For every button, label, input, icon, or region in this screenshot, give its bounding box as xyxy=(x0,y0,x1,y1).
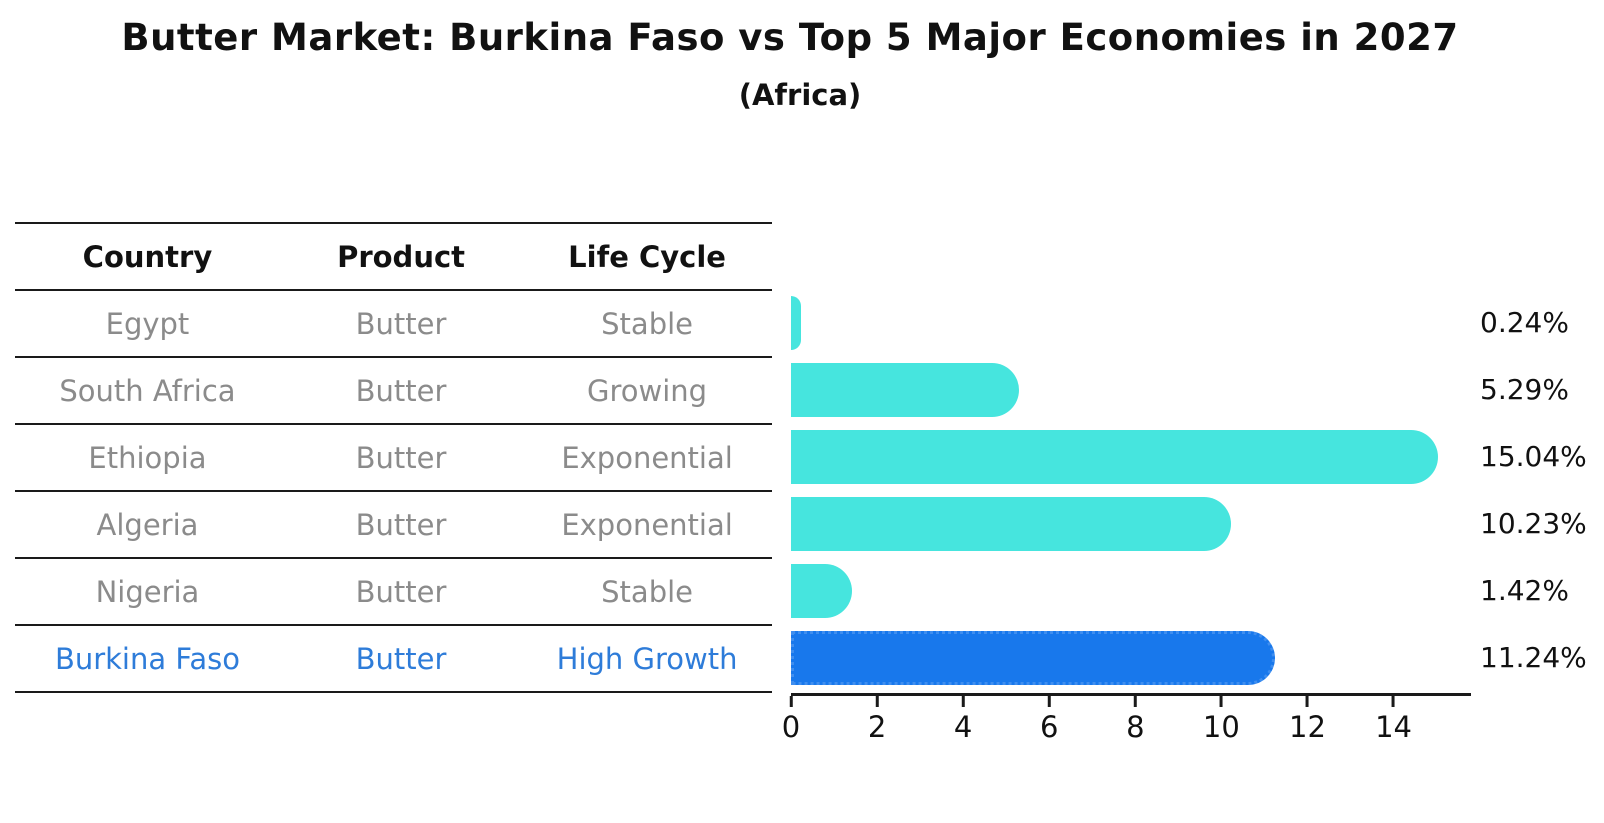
col-header-product: Product xyxy=(337,239,466,274)
x-tick-label: 8 xyxy=(1126,710,1145,744)
x-tick: 2 xyxy=(868,696,886,744)
bar-nigeria xyxy=(791,563,853,618)
x-tick: 10 xyxy=(1203,696,1240,744)
cell-product: Butter xyxy=(355,306,447,341)
x-tick-label: 6 xyxy=(1039,710,1059,744)
cell-life-cycle: Stable xyxy=(601,574,693,609)
bar-south-africa xyxy=(791,362,1019,417)
value-labels: 0.24% 5.29% 15.04% 10.23% 1.42% 11.24% xyxy=(1480,289,1600,691)
bar-egypt xyxy=(791,295,802,350)
value-label-algeria: 10.23% xyxy=(1480,507,1587,540)
table-row-algeria: Algeria Butter Exponential xyxy=(15,492,772,559)
col-header-country: Country xyxy=(82,239,213,274)
cell-life-cycle: Exponential xyxy=(561,440,733,475)
value-label-ethiopia: 15.04% xyxy=(1480,440,1587,473)
table-row-egypt: Egypt Butter Stable xyxy=(15,291,772,358)
bar-algeria xyxy=(791,496,1232,551)
cell-life-cycle: High Growth xyxy=(556,641,738,676)
table-row-ethiopia: Ethiopia Butter Exponential xyxy=(15,425,772,492)
cell-life-cycle: Stable xyxy=(601,306,693,341)
cell-country: Egypt xyxy=(105,306,190,341)
x-tick: 14 xyxy=(1375,696,1412,744)
x-axis-line xyxy=(791,693,1471,696)
data-table: Country Product Life Cycle Egypt Butter … xyxy=(15,222,772,693)
x-tick: 4 xyxy=(954,696,972,744)
bar-ethiopia xyxy=(791,429,1439,484)
cell-product: Butter xyxy=(355,574,447,609)
cell-product: Butter xyxy=(355,507,447,542)
table-row-south-africa: South Africa Butter Growing xyxy=(15,358,772,425)
table-row-burkina-faso: Burkina Faso Butter High Growth xyxy=(15,626,772,693)
x-tick: 6 xyxy=(1040,696,1058,744)
table-header-row: Country Product Life Cycle xyxy=(15,224,772,291)
cell-life-cycle: Exponential xyxy=(561,507,733,542)
bar-burkina-faso xyxy=(791,630,1275,685)
x-tick-label: 2 xyxy=(867,710,887,744)
cell-country: Ethiopia xyxy=(88,440,207,475)
x-tick: 12 xyxy=(1289,696,1326,744)
cell-country: South Africa xyxy=(59,373,236,408)
value-label-nigeria: 1.42% xyxy=(1480,574,1569,607)
x-tick-label: 14 xyxy=(1375,710,1412,744)
x-tick-label: 0 xyxy=(781,710,801,744)
chart-subtitle: (Africa) xyxy=(738,78,862,112)
x-axis-ticks: 0 2 4 6 8 10 12 14 xyxy=(782,696,1471,756)
value-label-egypt: 0.24% xyxy=(1480,306,1569,339)
x-tick-label: 10 xyxy=(1202,710,1240,744)
x-tick-label: 12 xyxy=(1289,710,1326,744)
x-tick-label: 4 xyxy=(953,710,973,744)
value-label-south-africa: 5.29% xyxy=(1480,373,1569,406)
col-header-life-cycle: Life Cycle xyxy=(568,239,726,274)
value-label-burkina-faso: 11.24% xyxy=(1480,641,1587,674)
cell-country: Nigeria xyxy=(95,574,200,609)
cell-product: Butter xyxy=(355,373,447,408)
bar-plot-area xyxy=(791,289,1471,691)
cell-life-cycle: Growing xyxy=(587,373,708,408)
cell-product: Butter xyxy=(355,641,447,676)
cell-country: Burkina Faso xyxy=(54,641,240,676)
cell-country: Algeria xyxy=(96,507,199,542)
table-row-nigeria: Nigeria Butter Stable xyxy=(15,559,772,626)
cell-product: Butter xyxy=(355,440,447,475)
chart-title: Butter Market: Burkina Faso vs Top 5 Maj… xyxy=(121,16,1459,59)
x-tick: 0 xyxy=(782,696,800,744)
x-tick: 8 xyxy=(1126,696,1145,744)
